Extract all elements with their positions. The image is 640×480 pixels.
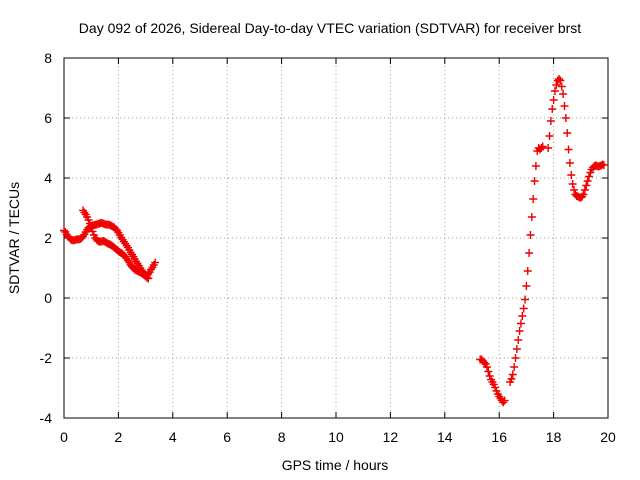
chart-title: Day 092 of 2026, Sidereal Day-to-day VTE… (79, 20, 581, 36)
data-point (516, 319, 525, 328)
chart-ticks (63, 57, 609, 419)
x-tick-label: 14 (437, 429, 453, 445)
data-point (549, 96, 558, 104)
data-point (84, 216, 93, 224)
data-point (555, 75, 564, 83)
data-point (583, 177, 592, 185)
x-tick-label: 8 (278, 429, 286, 445)
data-point (599, 161, 608, 170)
x-tick-label: 12 (383, 429, 399, 445)
x-axis-label: GPS time / hours (282, 457, 389, 473)
data-point (525, 249, 534, 257)
data-point (560, 102, 569, 110)
data-point (530, 177, 539, 185)
data-point (485, 372, 494, 380)
x-tick-label: 4 (169, 429, 177, 445)
chart-points (60, 75, 608, 407)
data-point (570, 186, 578, 194)
data-point (580, 186, 589, 194)
data-point (480, 358, 489, 367)
data-point (563, 129, 572, 137)
data-point (142, 273, 151, 282)
x-tick-label: 20 (600, 429, 616, 445)
x-tick-label: 6 (223, 429, 231, 445)
data-point (552, 81, 561, 89)
data-point (526, 231, 535, 239)
y-tick-label: 8 (44, 50, 52, 66)
data-point (521, 295, 530, 304)
data-point (500, 396, 509, 405)
data-point (545, 132, 554, 140)
x-tick-label: 2 (115, 429, 123, 445)
data-point (484, 367, 493, 376)
data-point (531, 162, 540, 170)
data-point (527, 213, 536, 221)
data-point (511, 354, 520, 362)
data-point (519, 304, 528, 313)
data-point (579, 190, 588, 199)
y-axis-label: SDTVAR / TECUs (6, 182, 22, 294)
chart-tick-labels: 0 2 4 6 8 10 12 14 16 18 20 -4 -2 0 2 4 6 8 (40, 50, 616, 445)
data-point (529, 195, 538, 203)
data-point (518, 312, 527, 320)
data-point (550, 87, 559, 95)
data-point (491, 383, 500, 392)
data-point (537, 144, 546, 152)
data-point (522, 282, 531, 290)
data-point (482, 363, 491, 371)
y-tick-label: 4 (44, 170, 52, 186)
y-tick-label: 6 (44, 110, 52, 126)
data-point (507, 375, 516, 383)
data-point (561, 114, 570, 122)
y-tick-label: -4 (40, 410, 53, 426)
x-tick-label: 0 (60, 429, 68, 445)
data-point (151, 258, 160, 267)
x-tick-label: 10 (328, 429, 344, 445)
data-point (557, 82, 566, 91)
data-point (538, 142, 547, 151)
data-point (514, 336, 523, 344)
data-point (556, 76, 565, 85)
data-point (564, 145, 573, 154)
data-point (144, 274, 153, 283)
chart-grid (64, 58, 608, 418)
y-tick-label: 0 (44, 290, 52, 306)
data-point (565, 159, 574, 167)
data-point (499, 398, 508, 407)
data-point (88, 227, 97, 236)
data-point (87, 223, 96, 232)
x-tick-label: 16 (491, 429, 507, 445)
data-point (523, 267, 532, 275)
data-point (510, 363, 519, 371)
data-point (546, 117, 555, 125)
data-point (584, 172, 593, 181)
data-point (567, 171, 576, 179)
data-point (544, 144, 553, 152)
data-point (568, 180, 577, 188)
y-tick-label: -2 (40, 350, 53, 366)
y-tick-label: 2 (44, 230, 52, 246)
x-tick-label: 18 (546, 429, 562, 445)
data-point (548, 105, 557, 113)
data-point (85, 219, 94, 228)
data-point (515, 327, 524, 335)
data-point (559, 90, 568, 98)
data-point (582, 181, 591, 190)
data-point (512, 345, 521, 353)
data-point (508, 370, 517, 379)
